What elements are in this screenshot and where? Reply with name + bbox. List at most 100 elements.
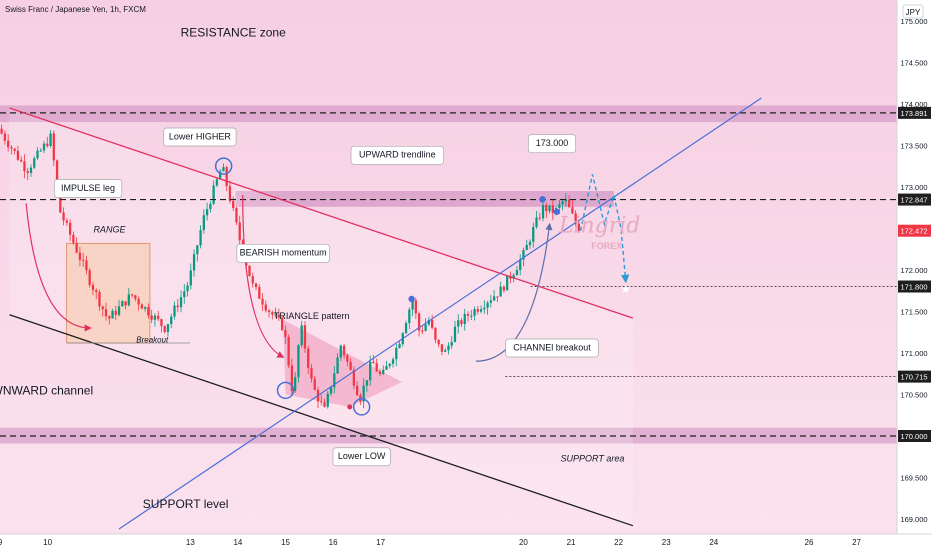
candle-9 — [29, 164, 33, 178]
price-tag-bg — [898, 430, 931, 443]
candle-body — [323, 402, 326, 407]
y-tick-10: 169.000 — [900, 515, 927, 524]
candle-body — [111, 310, 114, 319]
candle-72 — [235, 206, 238, 226]
y-tick-1: 174.500 — [900, 58, 927, 67]
currency-badge[interactable] — [902, 4, 924, 19]
candle-body — [101, 306, 104, 310]
annotations-layer: RESISTANCE zone Lower HIGHER UPWARD trendl… — [0, 25, 640, 511]
candle-7 — [23, 154, 26, 179]
annotation-10: DOWNWARD channel — [0, 383, 93, 397]
candle-body — [163, 325, 166, 332]
candle-80 — [261, 293, 264, 311]
candle-46 — [150, 309, 153, 324]
price-tag-2: 172.472 — [898, 224, 931, 237]
candle-83 — [271, 310, 274, 320]
candle-body — [385, 365, 388, 370]
candle-body — [313, 378, 316, 390]
annotation-text: SUPPORT level — [143, 497, 229, 511]
candle-body — [68, 222, 72, 235]
candle-56 — [183, 284, 186, 304]
price-tag-label: 172.847 — [900, 196, 927, 205]
candle-69 — [225, 165, 228, 192]
candle-90 — [294, 371, 297, 393]
candle-92 — [300, 320, 303, 348]
x-tick-13: 27 — [852, 538, 861, 547]
candle-body — [551, 205, 554, 213]
candle-body — [222, 167, 225, 172]
candle-body — [408, 309, 411, 324]
y-tick-4: 173.000 — [900, 183, 927, 192]
candle-body — [349, 361, 352, 370]
candle-body — [431, 319, 434, 328]
candle-119 — [388, 362, 391, 369]
candle-body — [404, 323, 408, 334]
candle-body — [157, 315, 160, 320]
candle-body — [300, 325, 303, 346]
annotation-text: RESISTANCE zone — [181, 25, 286, 39]
candle-57 — [186, 281, 189, 297]
candle-body — [147, 307, 150, 316]
candle-122 — [398, 341, 401, 349]
time-axis[interactable] — [0, 534, 932, 550]
candle-177 — [577, 221, 581, 233]
candle-body — [137, 298, 140, 305]
candle-body — [176, 305, 179, 308]
candle-body — [121, 301, 124, 307]
candle-body — [525, 244, 528, 251]
candle-body — [333, 373, 336, 388]
candle-48 — [157, 310, 160, 322]
candle-body — [388, 363, 391, 366]
x-tick-1: 10 — [43, 538, 52, 547]
annotation-4: IMPULSE leg — [53, 179, 123, 198]
candle-130 — [424, 318, 427, 332]
candle-41 — [134, 294, 137, 302]
y-tick-7: 171.000 — [900, 349, 927, 358]
candle-16 — [52, 130, 55, 167]
candle-body — [29, 167, 33, 173]
candle-132 — [431, 314, 434, 330]
candle-11 — [36, 147, 39, 161]
candle-body — [212, 185, 215, 204]
candle-body — [55, 160, 59, 186]
x-tick-7: 20 — [519, 538, 528, 547]
annotation-9: CHANNEl breakout — [505, 338, 599, 358]
annotation-text: Breakout — [136, 336, 169, 345]
candle-body — [522, 250, 525, 260]
candle-149 — [486, 300, 489, 315]
candle-body — [33, 158, 36, 168]
candle-body — [496, 296, 499, 298]
annotation-text: DOWNWARD channel — [0, 383, 93, 397]
pivot-circle-1 — [276, 381, 295, 400]
annotation-text: CHANNEl breakout — [513, 342, 591, 352]
symbol-title: Swiss Franc / Japanese Yen, 1h, FXCM — [5, 5, 146, 14]
candle-117 — [382, 365, 385, 376]
candle-body — [382, 369, 385, 375]
candle-13 — [42, 141, 46, 154]
candle-body — [199, 230, 202, 246]
candle-43 — [140, 303, 144, 309]
candle-body — [290, 365, 294, 391]
annotation-1: Lower HIGHER — [163, 127, 237, 147]
candle-91 — [297, 344, 300, 383]
candle-body — [219, 171, 222, 180]
candle-64 — [209, 201, 212, 213]
candle-body — [85, 260, 88, 271]
price-axis[interactable] — [897, 0, 932, 534]
candle-82 — [267, 308, 271, 318]
candle-139 — [453, 320, 457, 343]
candle-body — [440, 344, 444, 352]
candle-105 — [342, 343, 346, 360]
candle-129 — [421, 326, 424, 335]
candle-body — [117, 306, 121, 315]
candle-162 — [528, 239, 532, 249]
price-tag-3: 171.800 — [898, 280, 931, 293]
candle-body — [95, 290, 98, 293]
candle-body — [427, 319, 431, 325]
candle-body — [369, 361, 372, 381]
annotation-text: 173.000 — [536, 138, 569, 148]
candle-54 — [176, 298, 179, 313]
impulse-arrow — [25, 203, 92, 332]
annotation-7: TRIANGLE pattern — [274, 311, 350, 321]
